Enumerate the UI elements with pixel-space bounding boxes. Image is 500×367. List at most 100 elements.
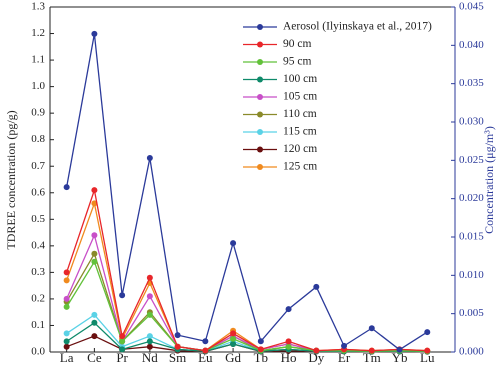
legend-marker [257,146,263,153]
point [424,329,431,336]
x-tick-label: Dy [308,350,324,365]
point [424,347,431,354]
y2-tick-label: 0.000 [459,346,484,358]
x-tick-label: Tb [254,350,268,365]
legend-label: 105 cm [283,91,317,103]
series-line [66,260,428,352]
point [119,292,126,299]
point [119,338,126,345]
legend-marker [257,111,263,118]
y2-tick-label: 0.010 [459,269,484,281]
y-tick-label: 0.1 [31,319,45,331]
point [202,338,209,345]
x-tick-label: La [60,350,74,365]
y2-tick-label: 0.045 [459,1,484,13]
point [285,306,292,313]
point [119,333,126,340]
legend-label: 100 cm [283,73,317,85]
point [368,325,375,332]
x-tick-label: Yb [392,350,408,365]
point [230,341,237,348]
x-tick-label: Er [338,350,351,365]
y-tick-label: 0.0 [31,346,45,358]
point [63,269,70,276]
point [63,343,70,350]
point [230,335,237,342]
point [146,155,153,162]
y-tick-label: 0.6 [31,186,45,198]
x-tick-label: Lu [420,350,435,365]
legend-label: 90 cm [283,38,311,50]
point [230,330,237,337]
legend-marker [257,129,263,135]
y-tick-label: 0.8 [31,133,45,145]
point [63,295,70,302]
point [91,200,98,207]
y-tick-label: 0.9 [31,107,45,119]
point [91,232,98,239]
legend-label: 115 cm [283,126,317,138]
legend-label: Aerosol (Ilyinskaya et al., 2017) [283,21,432,33]
x-tick-label: Nd [142,350,158,365]
point [396,346,403,353]
point [146,274,153,281]
series-line [66,187,428,352]
x-tick-label: Ho [281,350,297,365]
legend-marker [257,94,263,100]
point [257,338,264,345]
legend-marker [257,164,263,170]
y2-axis-label: Concentration (μg/m³) [482,126,496,234]
point [91,250,98,257]
point [146,343,153,350]
point [285,338,292,345]
y2-tick-label: 0.025 [459,154,484,166]
point [341,342,348,349]
legend-label: 120 cm [283,143,317,155]
point [174,332,181,339]
point [146,333,153,340]
point [63,184,70,191]
legend-label: 95 cm [283,56,311,68]
y2-tick-label: 0.035 [459,77,484,89]
y-tick-label: 1.2 [31,27,45,39]
series-line [66,33,428,351]
x-tick-label: Ce [87,350,102,365]
point [63,277,70,284]
y-axis-label: TDREE concentration (pg/g) [4,110,18,249]
legend-label: 110 cm [283,108,317,120]
point [91,333,98,340]
point [368,347,375,354]
y-tick-label: 0.3 [31,266,45,278]
point [202,347,209,354]
point [146,311,153,318]
point [174,343,181,350]
x-tick-label: Eu [198,350,213,365]
point [91,311,98,318]
legend-marker [257,76,263,83]
point [91,30,98,37]
point [91,187,98,194]
y-tick-label: 0.2 [31,292,45,304]
point [119,346,126,353]
x-tick-label: Pr [116,350,128,365]
y-tick-label: 0.4 [31,239,45,251]
y2-tick-label: 0.015 [459,231,484,243]
point [91,258,98,265]
x-tick-label: Sm [169,350,186,365]
point [285,343,292,350]
point [63,330,70,337]
y-tick-label: 0.7 [31,160,45,172]
y2-tick-label: 0.030 [459,116,484,128]
point [313,283,320,290]
point [63,338,70,345]
y-tick-label: 0.5 [31,213,45,225]
y-tick-label: 1.1 [31,54,45,66]
point [91,319,98,326]
point [146,338,153,345]
point [63,303,70,310]
legend-marker [257,59,263,65]
x-tick-label: Tm [363,350,381,365]
y2-tick-label: 0.040 [459,39,484,51]
